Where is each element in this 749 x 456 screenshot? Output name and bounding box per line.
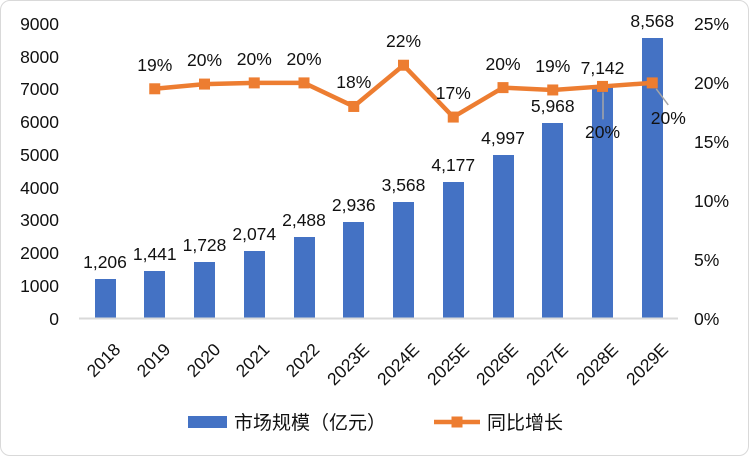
- left-axis-tick-label: 0: [49, 308, 59, 329]
- growth-percent-label: 20%: [236, 48, 272, 69]
- bar-value-label: 2,936: [331, 195, 376, 216]
- growth-percent-label: 20%: [584, 122, 621, 142]
- growth-percent-label: 20%: [650, 108, 686, 128]
- bar-2028E: [592, 84, 613, 319]
- line-marker: [497, 82, 509, 94]
- left-axis-tick-label: 4000: [20, 177, 59, 198]
- bar-value-label: 1,441: [132, 244, 177, 265]
- line-marker: [597, 80, 608, 92]
- bar-value-label: 4,997: [481, 127, 525, 148]
- left-axis-tick-label: 9000: [20, 14, 59, 34]
- x-axis-tick-label: 2024E: [373, 339, 423, 390]
- left-axis-tick-label: 3000: [20, 210, 59, 231]
- left-axis-tick-label: 5000: [20, 144, 59, 165]
- x-axis-tick-label: 2027E: [522, 339, 573, 390]
- right-axis-tick-label: 10%: [694, 190, 730, 211]
- x-axis-tick-label: 2025E: [422, 339, 473, 390]
- bar-2027E: [542, 123, 564, 319]
- growth-percent-label: 17%: [435, 83, 471, 104]
- bar-value-label: 5,968: [530, 96, 575, 117]
- line-marker: [398, 59, 409, 71]
- line-marker: [447, 111, 459, 123]
- right-axis-tick-label: 0%: [694, 308, 720, 329]
- x-axis-tick-label: 2026E: [472, 339, 523, 390]
- x-axis-tick-label: 2021: [232, 339, 274, 381]
- bar-2023E: [343, 222, 365, 319]
- data-label-leader-line: [655, 88, 669, 106]
- x-axis-tick-label: 2019: [132, 339, 175, 381]
- x-axis-tick-label: 2028E: [572, 339, 622, 390]
- bar-2026E: [492, 154, 514, 319]
- left-axis-tick-label: 7000: [20, 79, 59, 100]
- line-marker: [248, 77, 260, 89]
- bar-series-legend-label: 市场规模（亿元）: [233, 413, 386, 434]
- legend-item-bar-series: 市场规模（亿元）: [187, 408, 386, 435]
- right-axis-tick-label: 15%: [694, 131, 730, 152]
- line-marker: [547, 84, 559, 96]
- left-axis-tick-label: 1000: [20, 275, 59, 296]
- legend-item-line-series: 同比增长: [434, 408, 563, 435]
- line-marker: [348, 100, 360, 112]
- bar-2029E: [641, 38, 663, 319]
- line-marker: [298, 77, 310, 89]
- bar-series-swatch: [187, 415, 227, 428]
- bar-value-label: 2,488: [282, 210, 326, 231]
- bar-value-label: 2,074: [232, 223, 277, 244]
- growth-percent-label: 20%: [485, 53, 521, 74]
- legend: 市场规模（亿元） 同比增长: [1, 408, 748, 435]
- left-axis-tick-label: 2000: [20, 243, 59, 264]
- bar-2022: [293, 237, 315, 319]
- bar-2020: [194, 261, 215, 319]
- bar-value-label: 7,142: [580, 57, 625, 78]
- bar-value-label: 1,728: [182, 234, 227, 255]
- bar-2025E: [442, 181, 464, 319]
- bar-2024E: [393, 201, 414, 319]
- bar-value-label: 8,568: [630, 11, 675, 32]
- growth-percent-label: 20%: [286, 48, 322, 69]
- bar-value-label: 1,206: [83, 252, 127, 273]
- x-axis-tick-label: 2029E: [621, 339, 672, 390]
- bar-2021: [243, 250, 265, 319]
- growth-percent-label: 19%: [137, 54, 173, 75]
- right-axis-tick-label: 25%: [694, 14, 730, 34]
- growth-percent-label: 20%: [186, 50, 223, 71]
- line-marker: [199, 78, 210, 90]
- left-axis-tick-label: 8000: [20, 46, 59, 67]
- x-axis-tick-label: 2020: [182, 339, 224, 381]
- line-series-legend-label: 同比增长: [487, 413, 564, 434]
- right-axis-tick-label: 20%: [694, 72, 730, 93]
- x-axis-tick-label: 2023E: [323, 339, 374, 390]
- line-marker: [149, 83, 161, 95]
- growth-percent-label: 22%: [385, 31, 422, 52]
- right-axis-tick-label: 5%: [694, 249, 720, 270]
- x-axis-tick-label: 2022: [281, 339, 324, 381]
- x-axis-tick-label: 2018: [82, 339, 125, 381]
- bar-value-label: 4,177: [431, 154, 476, 175]
- line-series-marker-icon: [434, 416, 480, 427]
- left-axis-tick-label: 6000: [20, 112, 59, 133]
- bar-2019: [144, 271, 166, 319]
- growth-percent-label: 18%: [336, 72, 372, 93]
- bar-2018: [94, 279, 116, 319]
- bar-value-label: 3,568: [381, 174, 426, 195]
- growth-percent-label: 19%: [535, 55, 571, 76]
- line-marker: [646, 77, 658, 89]
